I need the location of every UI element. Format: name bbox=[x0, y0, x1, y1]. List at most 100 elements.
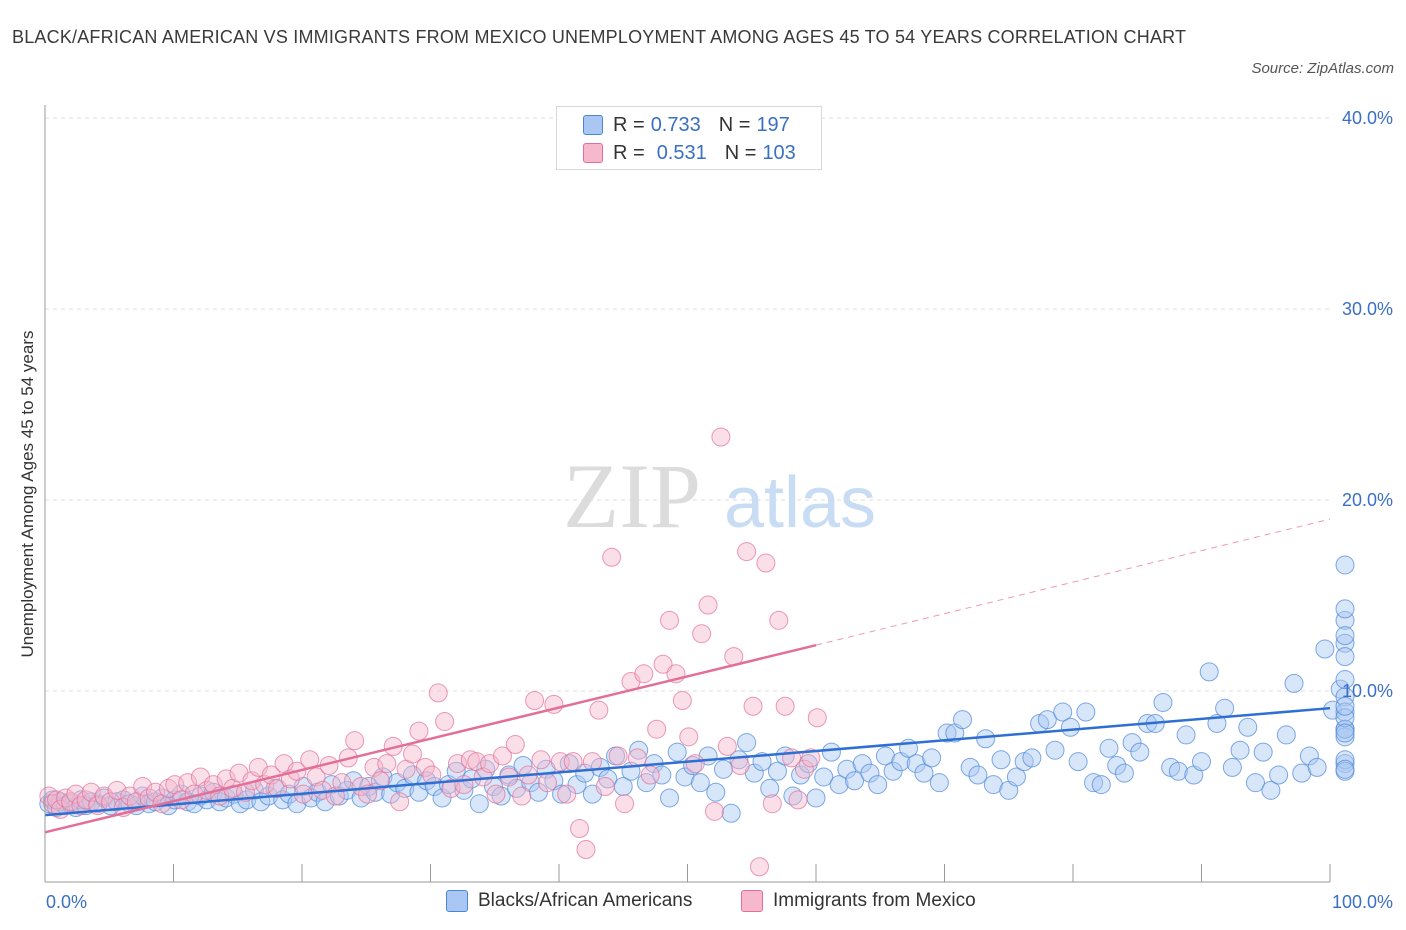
point-blacks bbox=[806, 788, 826, 808]
point-mexico bbox=[692, 624, 712, 644]
point-blacks bbox=[1215, 698, 1235, 718]
bottom-legend-label-mexico: Immigrants from Mexico bbox=[773, 890, 976, 911]
watermark-atlas: atlas bbox=[724, 463, 876, 543]
point-mexico bbox=[653, 654, 673, 674]
point-blacks bbox=[868, 775, 888, 795]
point-mexico bbox=[801, 748, 821, 768]
point-mexico bbox=[672, 691, 692, 711]
point-mexico bbox=[203, 775, 223, 795]
point-blacks bbox=[1276, 725, 1296, 745]
point-blacks bbox=[1176, 725, 1196, 745]
point-blacks bbox=[1335, 687, 1355, 707]
bottom-legend-swatch-pink bbox=[741, 890, 763, 912]
point-blacks bbox=[960, 757, 980, 777]
point-blacks bbox=[713, 759, 733, 779]
point-blacks bbox=[1045, 740, 1065, 760]
point-mexico bbox=[615, 794, 635, 814]
point-blacks bbox=[652, 765, 672, 785]
point-blacks bbox=[1199, 662, 1219, 682]
point-mexico bbox=[415, 757, 435, 777]
point-mexico bbox=[679, 727, 699, 747]
point-mexico bbox=[711, 427, 731, 447]
legend-r-label: R = bbox=[613, 141, 645, 164]
point-mexico bbox=[807, 708, 827, 728]
point-blacks bbox=[660, 788, 680, 808]
legend-swatch-blue bbox=[583, 115, 603, 135]
trendline-blacks bbox=[44, 706, 1331, 817]
legend-n-label: N = bbox=[718, 113, 751, 136]
point-mexico bbox=[749, 857, 769, 877]
point-mexico bbox=[178, 773, 198, 793]
point-blacks bbox=[1222, 757, 1242, 777]
point-mexico bbox=[685, 754, 705, 774]
legend-swatch-pink bbox=[583, 143, 603, 163]
point-mexico bbox=[563, 752, 583, 772]
point-mexico bbox=[486, 784, 506, 804]
point-blacks bbox=[1253, 742, 1273, 762]
point-blacks bbox=[1335, 723, 1355, 743]
point-mexico bbox=[608, 746, 628, 766]
point-blacks bbox=[791, 765, 811, 785]
point-blacks bbox=[1153, 692, 1173, 712]
point-blacks bbox=[1099, 738, 1119, 758]
point-blacks bbox=[814, 767, 834, 787]
point-blacks bbox=[1084, 773, 1104, 793]
x-tick-label: 100.0% bbox=[1332, 892, 1393, 912]
point-blacks bbox=[852, 754, 872, 774]
point-mexico bbox=[660, 610, 680, 630]
point-mexico bbox=[370, 771, 390, 791]
point-blacks bbox=[1230, 740, 1250, 760]
point-blacks bbox=[1091, 775, 1111, 795]
point-blacks bbox=[1037, 710, 1057, 730]
legend-r-value-blue: 0.733 bbox=[650, 113, 701, 136]
point-blacks bbox=[1315, 639, 1335, 659]
point-mexico bbox=[428, 683, 448, 703]
legend-n-value-blue: 197 bbox=[756, 113, 790, 136]
point-blacks bbox=[1006, 767, 1026, 787]
source-label: Source: ZipAtlas.com bbox=[1251, 60, 1394, 77]
bottom-legend-label-blacks: Blacks/African Americans bbox=[478, 890, 693, 911]
point-mexico bbox=[788, 790, 808, 810]
point-blacks bbox=[821, 742, 841, 762]
point-mexico bbox=[403, 744, 423, 764]
point-blacks bbox=[760, 778, 780, 798]
point-mexico bbox=[390, 792, 410, 812]
point-blacks bbox=[968, 765, 988, 785]
point-blacks bbox=[1076, 702, 1096, 722]
correlation-legend: R = 0.733 N = 197 R = 0.531 N = 103 bbox=[556, 106, 822, 170]
point-blacks bbox=[976, 729, 996, 749]
point-blacks bbox=[860, 763, 880, 783]
point-blacks bbox=[567, 775, 587, 795]
bottom-legend-mexico: Immigrants from Mexico bbox=[741, 890, 976, 912]
point-blacks bbox=[929, 773, 949, 793]
legend-row-blacks: R = 0.733 N = 197 bbox=[583, 114, 790, 136]
point-blacks bbox=[1245, 773, 1265, 793]
point-blacks bbox=[729, 750, 749, 770]
point-blacks bbox=[914, 763, 934, 783]
point-blacks bbox=[1238, 717, 1258, 737]
point-mexico bbox=[634, 664, 654, 684]
point-blacks bbox=[1335, 702, 1355, 722]
point-mexico bbox=[441, 778, 461, 798]
chart-title: BLACK/AFRICAN AMERICAN VS IMMIGRANTS FRO… bbox=[12, 27, 1187, 47]
point-blacks bbox=[752, 752, 772, 772]
point-mexico bbox=[505, 734, 525, 754]
point-mexico bbox=[537, 773, 557, 793]
point-blacks bbox=[667, 742, 687, 762]
point-mexico bbox=[56, 788, 76, 808]
point-mexico bbox=[775, 696, 795, 716]
point-blacks bbox=[1299, 746, 1319, 766]
point-mexico bbox=[640, 765, 660, 785]
point-mexico bbox=[698, 595, 718, 615]
point-mexico bbox=[409, 721, 429, 741]
point-mexico bbox=[435, 712, 455, 732]
point-mexico bbox=[454, 775, 474, 795]
point-blacks bbox=[706, 782, 726, 802]
point-blacks bbox=[1335, 599, 1355, 619]
point-blacks bbox=[1335, 750, 1355, 770]
point-mexico bbox=[447, 754, 467, 774]
point-blacks bbox=[1114, 763, 1134, 783]
point-blacks bbox=[937, 723, 957, 743]
point-blacks bbox=[845, 771, 865, 791]
